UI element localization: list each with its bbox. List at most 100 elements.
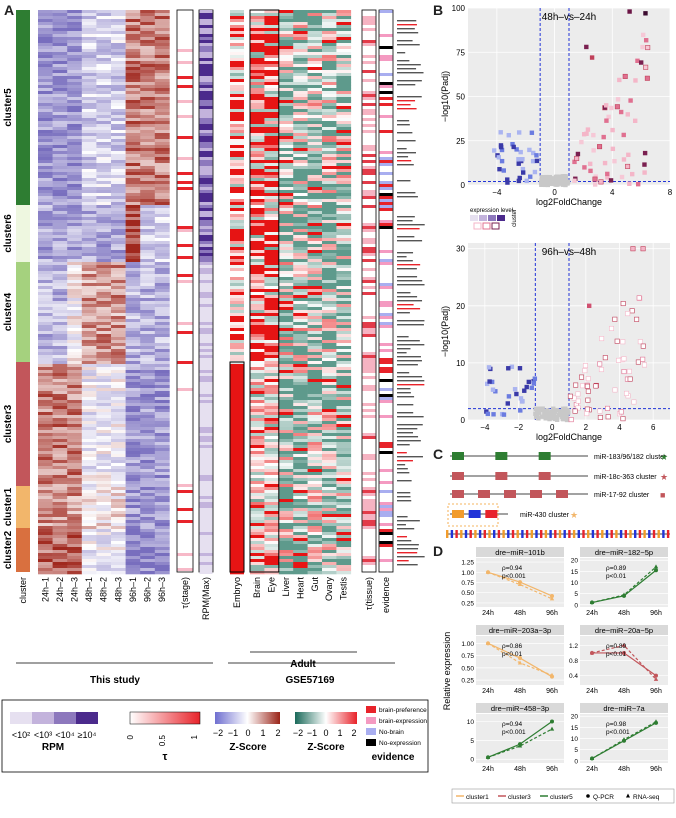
tissue-cell [264,310,280,314]
data-point [518,408,523,413]
evidence-cell [379,304,393,307]
heat-cell [67,136,83,140]
mirna-labels [397,20,425,566]
heat-cell [38,229,53,233]
heat-cell [81,322,97,326]
heat-cell [52,229,68,233]
heat-cell [67,67,83,71]
tissue-cell [322,64,337,68]
heat-cell [154,334,170,338]
heat-cell [125,91,141,95]
heat-cell [67,46,83,50]
heat-cell [67,373,83,377]
heat-cell [96,511,112,515]
tissue-cell [293,112,308,116]
evidence-legend-swatch [366,728,376,735]
tissue-cell [293,229,308,233]
heat-cell [81,514,97,518]
tissue-cell [293,559,308,563]
heat-cell [125,544,141,548]
heat-cell [125,235,141,239]
tissue-cell [336,535,352,539]
tissue-cell [264,325,280,329]
heat-cell [140,202,156,206]
tissue-cell [293,415,308,419]
heat-cell [154,55,170,59]
heat-cell [81,346,97,350]
embryo-cell [230,472,244,476]
heat-cell [96,283,112,287]
y-tick-label: 0.75 [461,580,474,587]
heat-cell [38,121,53,125]
heat-cell [67,157,83,161]
column-label: Heart [295,577,305,600]
data-point [539,414,544,419]
rpm-max-cell [199,559,213,562]
evidence-cell [379,358,393,361]
tissue-cell [293,472,308,476]
heat-cell [140,556,156,560]
tissue-cell [336,334,352,338]
heat-cell [125,70,141,74]
embryo-cell [230,280,244,284]
tissue-cell [307,529,323,533]
heat-cell [125,436,141,440]
embryo-cell [230,484,244,488]
rpm-max-cell [199,64,213,67]
tissue-cell [307,256,323,260]
tissue-cell [264,271,280,275]
mirna-label-line [397,360,422,362]
tissue-cell [322,358,337,362]
tissue-cell [322,406,337,410]
tau-tissue-cell [362,19,376,22]
heat-cell [96,412,112,416]
heat-cell [52,43,68,47]
evidence-cell [379,361,393,364]
heat-cell [96,190,112,194]
heat-cell [81,559,97,563]
heat-cell [38,106,53,110]
heat-cell [111,211,126,215]
repeat-block [521,530,524,538]
evidence-cell [379,532,393,535]
tissue-cell [264,487,280,491]
heat-cell [140,40,156,44]
group-label-this-study: This study [90,675,140,686]
tissue-cell [278,250,294,254]
heat-cell [67,343,83,347]
tissue-cell [322,40,337,44]
embryo-cell [230,442,244,446]
tissue-cell [250,244,265,248]
tissue-cell [307,76,323,80]
embryo-cell [230,91,244,95]
heat-cell [52,178,68,182]
heat-cell [125,439,141,443]
tissue-cell [264,127,280,131]
tissue-cell [322,331,337,335]
evidence-cell [379,226,393,229]
embryo-cell [230,268,244,272]
heat-cell [96,40,112,44]
data-point [641,362,647,368]
rpm-max-cell [199,331,213,334]
tissue-cell [307,562,323,566]
column-label: evidence [381,577,391,613]
tissue-cell [336,391,352,395]
tissue-cell [307,214,323,218]
heat-cell [67,337,83,341]
data-point [584,131,589,136]
tissue-cell [293,205,308,209]
chart-title: dre−miR−7a [603,704,645,713]
heat-cell [111,541,126,545]
tissue-cell [293,403,308,407]
heat-cell [140,571,156,575]
heat-cell [140,478,156,482]
tissue-cell [264,454,280,458]
heat-cell [52,445,68,449]
data-point [629,308,635,314]
tissue-cell [250,49,265,53]
tissue-cell [250,334,265,338]
heat-cell [140,52,156,56]
heat-cell [38,568,53,572]
tissue-cell [293,61,308,65]
